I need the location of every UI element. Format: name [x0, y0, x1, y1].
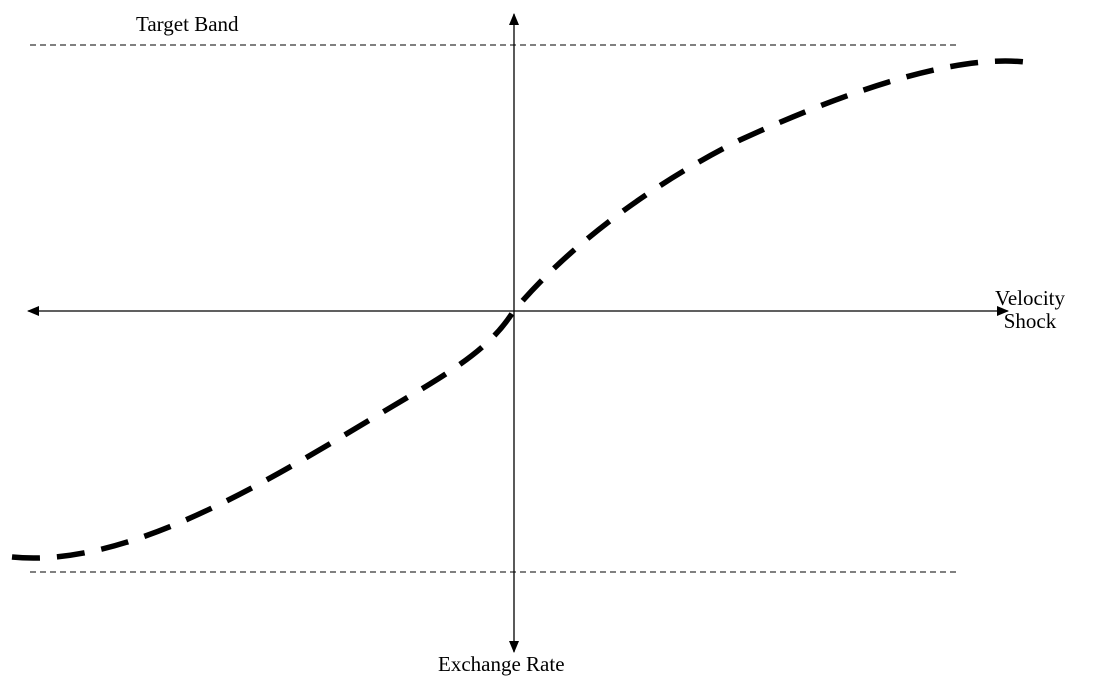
target-band-label: Target Band [136, 12, 239, 36]
y-axis-label: Exchange Rate [438, 652, 565, 676]
x-axis-label-line1: Velocity [995, 286, 1065, 310]
x-axis-label: Velocity Shock [995, 287, 1065, 332]
x-axis-label-line2: Shock [1003, 308, 1057, 333]
response-curve [11, 58, 1026, 561]
